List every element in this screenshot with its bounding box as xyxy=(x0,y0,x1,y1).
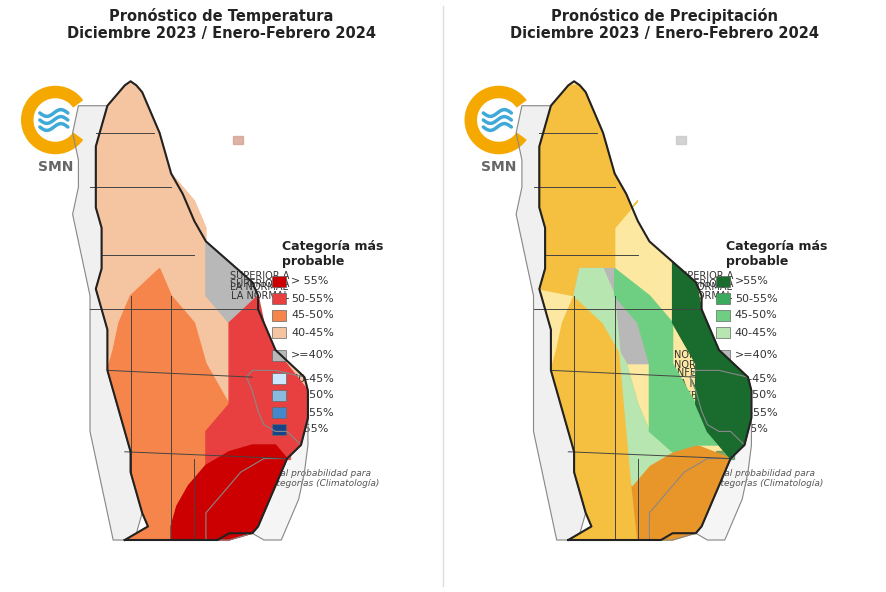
Polygon shape xyxy=(672,262,750,459)
Text: INFERIOR A
LA NORMAL: INFERIOR A LA NORMAL xyxy=(673,368,731,390)
Polygon shape xyxy=(539,85,637,296)
Text: INFERIOR A
LA NORMAL: INFERIOR A LA NORMAL xyxy=(230,391,288,413)
FancyBboxPatch shape xyxy=(272,310,286,321)
Text: 40-45%: 40-45% xyxy=(734,327,777,337)
FancyBboxPatch shape xyxy=(715,424,729,435)
Text: 45-50%: 45-50% xyxy=(734,310,777,320)
Polygon shape xyxy=(516,106,585,540)
FancyBboxPatch shape xyxy=(715,327,729,338)
Polygon shape xyxy=(171,296,307,540)
FancyBboxPatch shape xyxy=(272,407,286,418)
Text: SMN: SMN xyxy=(480,160,516,174)
Text: NORMAL: NORMAL xyxy=(230,350,272,361)
Text: 50-55%: 50-55% xyxy=(734,294,776,304)
FancyBboxPatch shape xyxy=(715,350,729,361)
Text: SUPERIOR A
LA NORMAL: SUPERIOR A LA NORMAL xyxy=(673,279,733,301)
Polygon shape xyxy=(715,451,733,459)
Polygon shape xyxy=(632,445,730,540)
Text: Blanco: igual probabilidad para
las tres categorías (Climatología): Blanco: igual probabilidad para las tres… xyxy=(230,469,379,488)
FancyBboxPatch shape xyxy=(272,350,286,361)
Polygon shape xyxy=(246,371,307,445)
Text: 50-55%: 50-55% xyxy=(734,407,776,417)
FancyBboxPatch shape xyxy=(715,373,729,384)
Polygon shape xyxy=(252,391,307,540)
Polygon shape xyxy=(649,459,730,540)
Text: > 55%: > 55% xyxy=(291,424,328,435)
Text: >55%: >55% xyxy=(734,276,768,287)
FancyBboxPatch shape xyxy=(715,407,729,418)
FancyBboxPatch shape xyxy=(715,390,729,401)
Polygon shape xyxy=(573,269,649,363)
FancyBboxPatch shape xyxy=(272,373,286,384)
Polygon shape xyxy=(272,451,290,459)
Text: Categoría más
probable: Categoría más probable xyxy=(725,240,826,268)
Polygon shape xyxy=(232,136,243,144)
Text: > 55%: > 55% xyxy=(291,276,328,287)
Text: INFERIOR A
LA NORMAL: INFERIOR A LA NORMAL xyxy=(673,391,731,413)
Text: SUPERIOR A
LA NORMAL: SUPERIOR A LA NORMAL xyxy=(230,271,290,292)
Text: NORMAL: NORMAL xyxy=(230,360,272,370)
Text: 50-55%: 50-55% xyxy=(291,294,333,304)
Text: 45-50%: 45-50% xyxy=(734,391,777,401)
Text: Pronóstico de Temperatura
Diciembre 2023 / Enero-Febrero 2024: Pronóstico de Temperatura Diciembre 2023… xyxy=(66,8,376,41)
Polygon shape xyxy=(171,445,287,540)
Polygon shape xyxy=(675,136,686,144)
Polygon shape xyxy=(539,81,750,540)
Text: SMN: SMN xyxy=(37,160,73,174)
Text: >=40%: >=40% xyxy=(291,350,334,361)
Polygon shape xyxy=(206,459,287,540)
FancyBboxPatch shape xyxy=(272,276,286,287)
Polygon shape xyxy=(206,242,258,323)
Polygon shape xyxy=(689,371,750,445)
Text: SUPERIOR A
LA NORMAL: SUPERIOR A LA NORMAL xyxy=(230,279,290,301)
FancyBboxPatch shape xyxy=(272,424,286,435)
FancyBboxPatch shape xyxy=(715,310,729,321)
Polygon shape xyxy=(107,269,252,540)
Text: >55%: >55% xyxy=(734,424,768,435)
Text: 50-55%: 50-55% xyxy=(291,407,333,417)
Polygon shape xyxy=(614,269,730,459)
Polygon shape xyxy=(695,391,750,540)
Polygon shape xyxy=(96,81,307,540)
Polygon shape xyxy=(96,85,206,323)
FancyBboxPatch shape xyxy=(272,327,286,338)
Polygon shape xyxy=(573,269,672,485)
Text: Categoría más
probable: Categoría más probable xyxy=(282,240,383,268)
Text: NORMAL: NORMAL xyxy=(673,350,715,361)
FancyBboxPatch shape xyxy=(715,276,729,287)
Text: 45-50%: 45-50% xyxy=(291,310,334,320)
Polygon shape xyxy=(73,106,142,540)
Polygon shape xyxy=(550,296,672,540)
Text: 40-45%: 40-45% xyxy=(291,327,334,337)
Text: NORMAL: NORMAL xyxy=(673,360,715,370)
Text: INFERIOR A
LA NORMAL: INFERIOR A LA NORMAL xyxy=(230,368,288,390)
Text: 40-45%: 40-45% xyxy=(291,374,334,384)
FancyBboxPatch shape xyxy=(272,390,286,401)
Text: >=40%: >=40% xyxy=(734,350,777,361)
FancyBboxPatch shape xyxy=(715,293,729,304)
Text: SUPERIOR A
LA NORMAL: SUPERIOR A LA NORMAL xyxy=(673,271,733,292)
Text: 45-50%: 45-50% xyxy=(291,391,334,401)
Text: Blanco: igual probabilidad para
las tres categorías (Climatología): Blanco: igual probabilidad para las tres… xyxy=(673,469,822,488)
Text: Pronóstico de Precipitación
Diciembre 2023 / Enero-Febrero 2024: Pronóstico de Precipitación Diciembre 20… xyxy=(509,8,819,41)
FancyBboxPatch shape xyxy=(272,293,286,304)
Text: 40-45%: 40-45% xyxy=(734,374,777,384)
